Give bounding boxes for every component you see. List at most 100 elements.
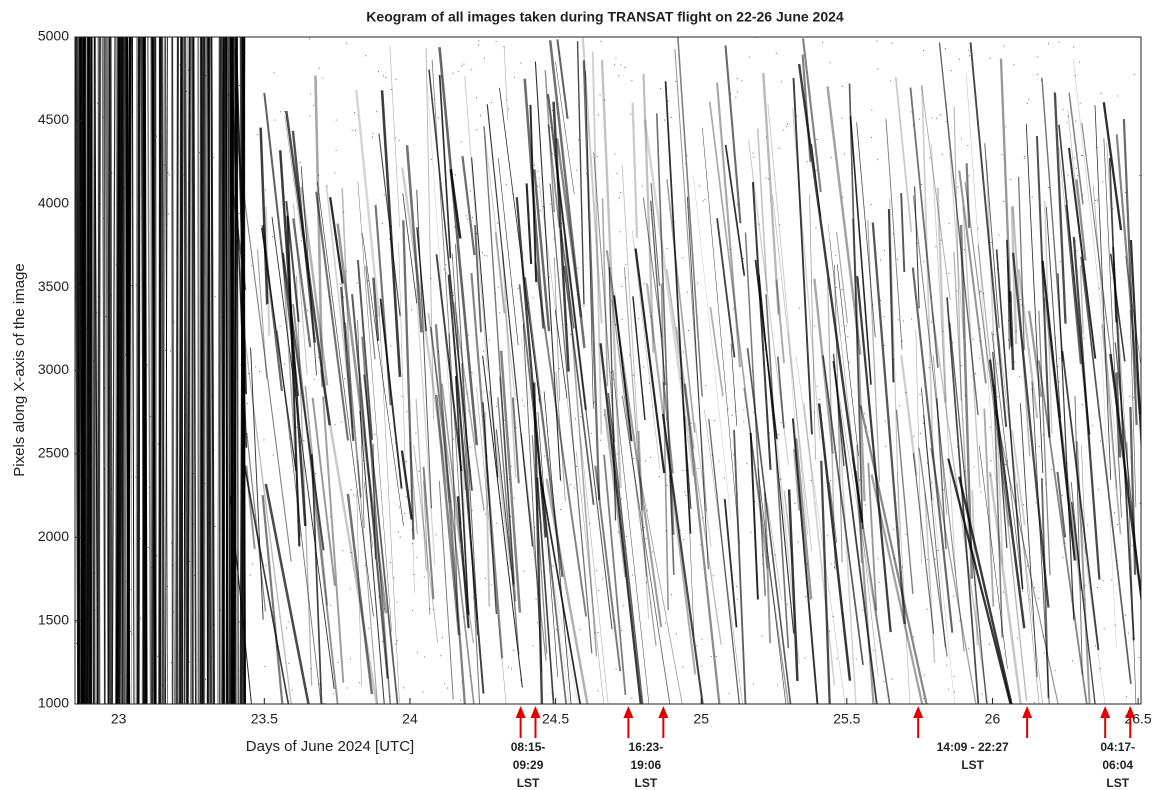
texture-streak xyxy=(856,122,876,338)
texture-speckle xyxy=(602,578,604,580)
texture-streak xyxy=(534,261,588,617)
texture-speckle xyxy=(490,584,492,586)
texture-speckle xyxy=(926,608,928,610)
texture-streak xyxy=(543,391,572,704)
texture-speckle xyxy=(1058,41,1060,43)
texture-speckle xyxy=(758,223,760,225)
texture-speckle xyxy=(700,544,702,546)
texture-streak xyxy=(545,478,589,704)
texture-speckle xyxy=(878,581,880,583)
texture-speckle xyxy=(445,264,447,266)
texture-speckle xyxy=(307,338,309,340)
texture-speckle xyxy=(570,484,572,486)
texture-streak xyxy=(560,229,575,329)
texture-speckle xyxy=(284,231,286,233)
texture-speckle xyxy=(280,111,282,113)
texture-speckle xyxy=(552,109,554,111)
texture-speckle xyxy=(559,58,561,60)
texture-streak xyxy=(576,41,585,305)
texture-streak xyxy=(233,37,238,704)
texture-speckle xyxy=(513,497,515,499)
texture-speckle xyxy=(330,604,332,606)
texture-streak xyxy=(912,452,935,635)
texture-speckle xyxy=(152,689,154,691)
texture-speckle xyxy=(365,55,367,57)
texture-speckle xyxy=(207,277,209,279)
texture-speckle xyxy=(580,416,582,418)
texture-speckle xyxy=(231,316,233,318)
texture-speckle xyxy=(209,550,211,552)
texture-speckle xyxy=(119,242,121,244)
texture-speckle xyxy=(883,250,885,252)
texture-streak xyxy=(555,371,566,501)
texture-streak xyxy=(1077,500,1106,704)
x-axis-label: Days of June 2024 [UTC] xyxy=(246,738,414,755)
texture-speckle xyxy=(797,541,799,543)
texture-speckle xyxy=(762,554,764,556)
texture-speckle xyxy=(930,296,932,298)
texture-streak xyxy=(1035,136,1051,438)
texture-speckle xyxy=(309,38,311,40)
texture-streak xyxy=(932,355,948,516)
texture-speckle xyxy=(1045,482,1047,484)
texture-streak xyxy=(766,502,782,600)
texture-streak xyxy=(887,208,895,383)
texture-streak xyxy=(229,495,252,704)
texture-speckle xyxy=(853,226,855,228)
texture-speckle xyxy=(686,155,688,157)
y-axis-label: Pixels along X-axis of the image xyxy=(11,263,28,476)
texture-speckle xyxy=(299,161,301,163)
texture-speckle xyxy=(614,153,616,155)
texture-streak xyxy=(187,37,191,704)
texture-speckle xyxy=(429,608,431,610)
texture-speckle xyxy=(272,454,274,456)
texture-speckle xyxy=(240,627,242,629)
texture-speckle xyxy=(645,538,647,540)
texture-streak xyxy=(210,37,215,704)
texture-streak xyxy=(834,370,891,704)
texture-speckle xyxy=(146,494,148,496)
texture-streak xyxy=(1079,265,1084,334)
texture-streak xyxy=(743,387,789,704)
texture-speckle xyxy=(1029,599,1031,601)
texture-speckle xyxy=(731,414,733,416)
texture-speckle xyxy=(303,440,305,442)
texture-speckle xyxy=(743,258,745,260)
texture-speckle xyxy=(1003,45,1005,47)
texture-speckle xyxy=(993,334,995,336)
texture-streak xyxy=(914,186,920,309)
texture-speckle xyxy=(630,113,632,115)
texture-streak xyxy=(664,81,692,534)
texture-streak xyxy=(398,243,406,481)
texture-speckle xyxy=(350,552,352,554)
texture-streak xyxy=(924,493,936,664)
texture-speckle xyxy=(260,552,262,554)
texture-streak xyxy=(709,306,724,397)
texture-speckle xyxy=(78,562,80,564)
texture-speckle xyxy=(482,350,484,352)
texture-streak xyxy=(949,322,988,704)
texture-speckle xyxy=(966,551,968,553)
texture-speckle xyxy=(189,560,191,562)
texture-streak xyxy=(1075,179,1087,261)
texture-speckle xyxy=(467,334,469,336)
texture-speckle xyxy=(209,322,211,324)
texture-streak xyxy=(1108,158,1117,323)
texture-speckle xyxy=(862,609,864,611)
texture-speckle xyxy=(538,177,540,179)
texture-speckle xyxy=(892,233,894,235)
texture-speckle xyxy=(1116,560,1118,562)
texture-streak xyxy=(1016,483,1040,704)
texture-speckle xyxy=(980,491,982,493)
texture-speckle xyxy=(928,367,930,369)
texture-speckle xyxy=(667,100,669,102)
texture-speckle xyxy=(576,465,578,467)
texture-streak xyxy=(650,200,666,386)
texture-streak xyxy=(965,73,996,482)
texture-speckle xyxy=(650,456,652,458)
annotation-text: 06:04 xyxy=(1102,758,1133,772)
texture-speckle xyxy=(682,469,684,471)
texture-speckle xyxy=(480,115,482,117)
texture-speckle xyxy=(484,577,486,579)
texture-speckle xyxy=(287,621,289,623)
